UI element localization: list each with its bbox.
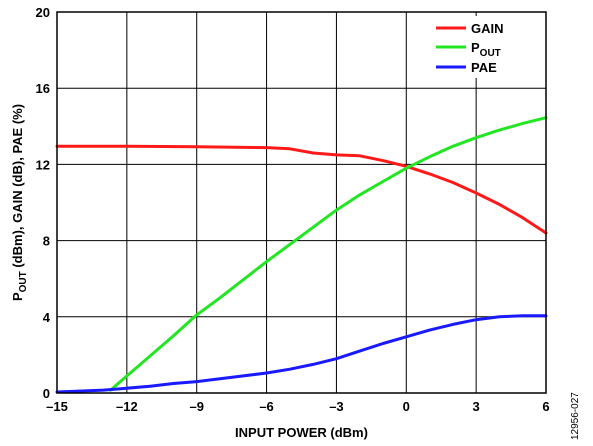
y-tick-label: 8 xyxy=(43,234,50,249)
series-line-pae xyxy=(55,314,548,394)
y-tick-label: 0 xyxy=(43,386,50,401)
legend-label-pout: POUT xyxy=(471,40,501,59)
legend-label-pae: PAE xyxy=(471,60,497,75)
x-tick-label: 3 xyxy=(473,399,480,414)
x-tick-label: –15 xyxy=(46,399,68,414)
y-axis-title-rest: (dBm), GAIN (dB), PAE (%) xyxy=(10,104,25,271)
x-tick-label: –6 xyxy=(259,399,273,414)
y-axis-title-sub: OUT xyxy=(18,271,29,292)
legend-label-gain: GAIN xyxy=(471,21,504,36)
plot-frame xyxy=(56,11,547,394)
x-tick-label: 6 xyxy=(542,399,549,414)
series-line-pout xyxy=(109,116,548,392)
x-tick-label: –9 xyxy=(189,399,203,414)
y-tick-label: 20 xyxy=(36,5,50,20)
x-tick-label: –3 xyxy=(329,399,343,414)
x-axis-title: INPUT POWER (dBm) xyxy=(235,425,368,440)
tick-labels: –15 –12 –9 –6 –3 0 3 6 0 4 8 12 16 20 xyxy=(36,5,550,414)
y-tick-label: 4 xyxy=(43,310,51,325)
x-tick-label: 0 xyxy=(403,399,410,414)
figure-id: 12956-027 xyxy=(570,392,581,440)
series-line-gain xyxy=(55,144,548,235)
series-layer xyxy=(55,116,548,394)
y-axis-title-prefix: P xyxy=(10,292,25,301)
y-tick-label: 16 xyxy=(36,81,50,96)
x-tick-label: –12 xyxy=(116,399,138,414)
y-tick-label: 12 xyxy=(36,157,50,172)
y-axis-title: POUT (dBm), GAIN (dB), PAE (%) xyxy=(10,104,29,301)
